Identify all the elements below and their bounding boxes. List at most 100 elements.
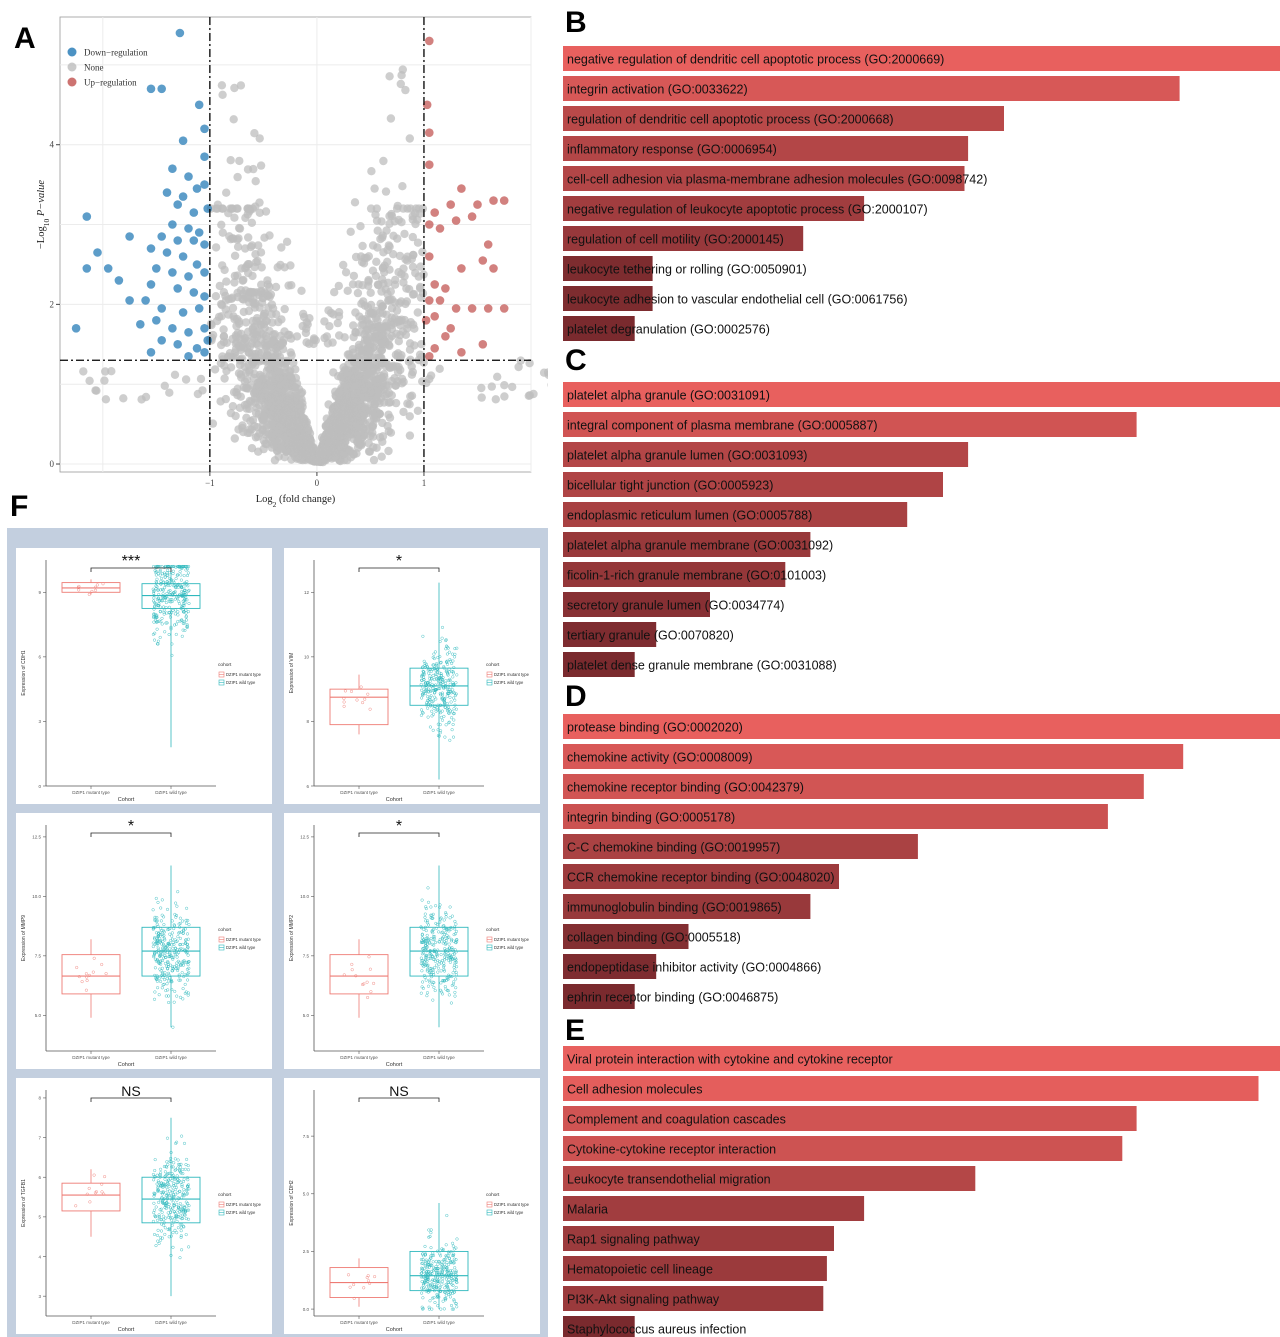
data-point [155,602,159,606]
data-point [449,1274,453,1278]
none-point [400,229,409,239]
x-axis-label: Cohort [386,1327,403,1333]
data-point [421,711,425,715]
data-point [431,728,435,732]
none-point [384,381,393,390]
data-point [454,977,458,981]
data-point [443,705,447,709]
data-point [433,965,437,970]
data-point [422,659,426,663]
none-point [101,367,110,376]
data-point [101,582,105,586]
none-point [385,413,395,422]
none-point [500,392,509,401]
data-point [174,901,178,905]
data-point [152,596,156,600]
up-point [499,304,509,313]
data-point [451,722,455,727]
data-point [450,1307,454,1311]
data-point [181,628,185,632]
none-point [405,412,414,421]
data-point [161,948,165,952]
data-point [443,952,447,956]
data-point [451,688,455,692]
data-point [422,1288,426,1292]
data-point [422,690,426,694]
data-point [166,988,170,992]
data-point [160,1196,164,1200]
none-point [247,218,257,227]
none-point [435,364,444,373]
data-point [420,985,424,989]
data-point [167,1213,171,1217]
data-point [427,956,431,960]
data-point [93,585,98,589]
data-point [424,681,428,685]
none-point [288,380,297,389]
data-point [452,1288,456,1292]
legend-title: cohort [486,662,500,668]
data-point [454,1246,458,1250]
data-point [445,977,449,981]
data-point [430,714,434,718]
data-point [425,919,430,923]
none-point [368,428,377,437]
data-point [454,1285,458,1290]
data-point [430,1263,434,1267]
none-point [219,325,228,334]
data-point [428,966,432,970]
data-point [421,634,425,638]
legend-label: DZIP1 mutant type [226,937,262,942]
none-point [345,446,355,455]
panel-label-e: E [565,1014,586,1047]
data-point [429,1256,433,1260]
data-point [439,1262,443,1266]
none-point [262,354,272,364]
data-point [168,583,172,587]
data-point [156,948,161,952]
data-point [182,598,186,602]
data-point [444,941,448,945]
data-point [187,1245,191,1249]
data-point [444,644,449,648]
none-point [332,419,342,428]
data-point [425,949,429,953]
x-tick-label: DZIP1 wild type [423,1055,455,1060]
none-point [508,382,517,392]
down-point [146,280,156,289]
data-point [178,978,182,982]
data-point [180,1222,184,1226]
data-point [422,973,426,978]
none-point [360,404,370,413]
data-point [436,722,440,726]
data-point [180,586,184,590]
none-point [373,389,383,398]
data-point [444,681,448,685]
data-point [167,1000,171,1005]
data-point [181,987,185,991]
none-point [233,172,242,182]
data-point [152,937,157,941]
data-point [436,1280,440,1284]
data-point [175,1214,179,1218]
data-point [435,667,439,672]
data-point [180,1248,184,1252]
data-point [167,971,171,975]
data-point [426,900,431,904]
none-point [236,81,246,90]
data-point [178,916,182,920]
data-point [182,1194,186,1198]
data-point [175,939,179,943]
data-point [438,639,442,644]
data-point [440,1247,444,1251]
none-point [233,204,242,213]
down-point [125,232,134,241]
data-point [422,691,426,695]
data-point [174,950,178,954]
data-point [181,963,186,967]
data-point [169,979,173,984]
up-point [457,264,466,273]
data-point [159,620,163,624]
none-point [418,247,427,257]
data-point [438,1254,443,1258]
